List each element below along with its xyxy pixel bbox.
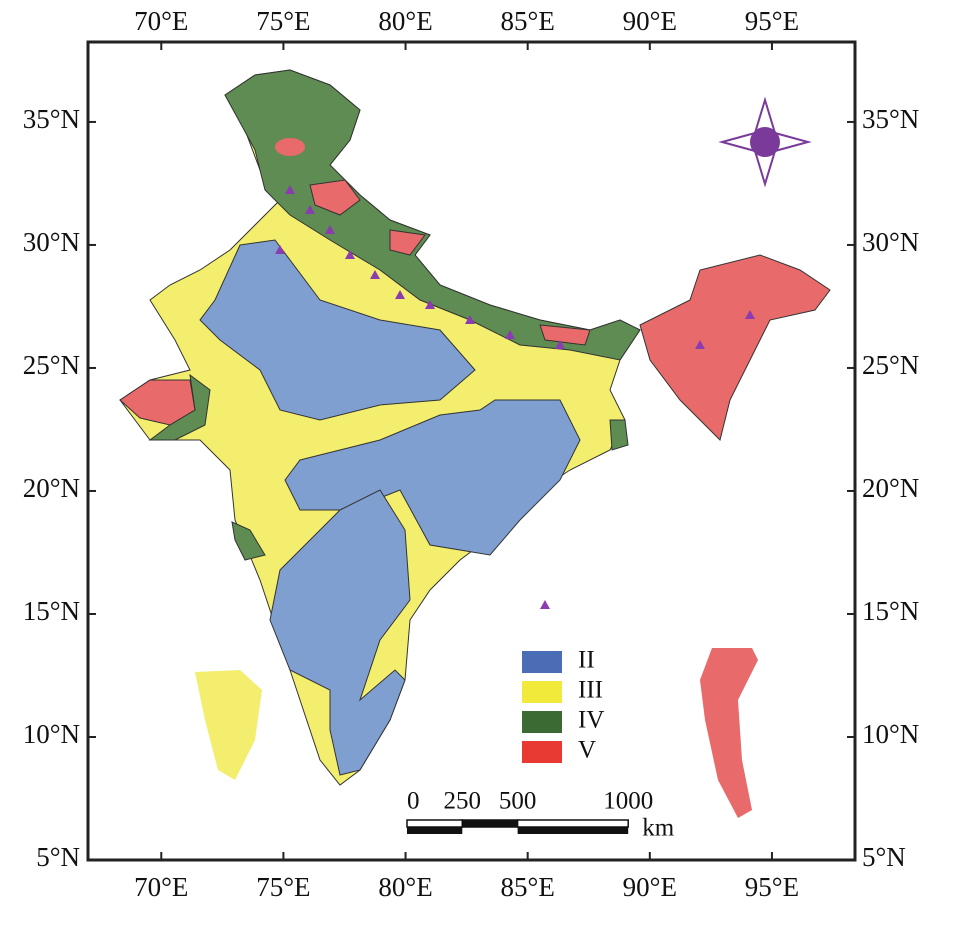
y-tick-label-left: 25°N: [23, 350, 80, 380]
station-marker: [695, 340, 705, 349]
y-tick-label-right: 25°N: [862, 350, 919, 380]
x-tick-label-top: 80°E: [378, 6, 432, 36]
zone-iv-ghats: [231, 521, 266, 561]
scale-unit: km: [642, 815, 675, 842]
y-tick-label-left: 20°N: [23, 473, 80, 503]
scale-label: 250: [444, 788, 482, 815]
y-tick-label-right: 20°N: [862, 473, 919, 503]
x-tick-label-bottom: 70°E: [134, 872, 188, 902]
scale-label: 0: [407, 788, 420, 815]
y-tick-label-left: 10°N: [23, 719, 80, 749]
legend-swatch: [522, 651, 562, 673]
y-tick-label-left: 30°N: [23, 227, 80, 257]
map-regions: [119, 69, 831, 818]
scale-segment-fill: [462, 820, 518, 827]
x-tick-label-top: 75°E: [256, 6, 310, 36]
zone-v-northeast: [639, 254, 831, 441]
y-tick-label-right: 35°N: [862, 104, 919, 134]
legend-swatch: [522, 741, 562, 763]
station-marker: [325, 225, 335, 234]
scale-segment-fill: [407, 827, 463, 834]
stations: [275, 185, 755, 349]
x-tick-label-bottom: 85°E: [501, 872, 555, 902]
y-tick-label-left: 15°N: [23, 596, 80, 626]
compass-center: [750, 127, 780, 157]
station-marker: [370, 270, 380, 279]
scale-label: 500: [499, 788, 537, 815]
zone-iv-bengal: [609, 419, 629, 451]
station-marker: [555, 340, 565, 349]
legend-swatch: [522, 681, 562, 703]
y-tick-label-right: 10°N: [862, 719, 919, 749]
x-tick-label-bottom: 90°E: [623, 872, 677, 902]
x-tick-label-top: 70°E: [134, 6, 188, 36]
y-tick-label-right: 15°N: [862, 596, 919, 626]
station-marker: [505, 330, 515, 339]
scale-label: 1000: [603, 788, 653, 815]
y-tick-label-left: 5°N: [36, 842, 80, 872]
lakshadweep: [195, 670, 262, 780]
zone-iv-gujarat: [148, 373, 211, 441]
zone-ii-central: [199, 239, 476, 421]
y-tick-label-left: 35°N: [23, 104, 80, 134]
scale-segment: [406, 819, 464, 828]
station-marker: [745, 310, 755, 319]
x-tick-label-top: 85°E: [501, 6, 555, 36]
legend-zone-label: IV: [578, 707, 604, 734]
legend-zone-label: III: [578, 677, 603, 704]
legend-station-marker: [540, 600, 550, 609]
x-tick-label-top: 90°E: [623, 6, 677, 36]
station-marker: [395, 290, 405, 299]
y-tick-label-right: 5°N: [862, 842, 906, 872]
x-tick-label-top: 95°E: [745, 6, 799, 36]
y-tick-label-right: 30°N: [862, 227, 919, 257]
x-tick-label-bottom: 80°E: [378, 872, 432, 902]
compass: [718, 96, 812, 188]
station-marker: [345, 250, 355, 259]
andaman-nicobar: [700, 648, 758, 818]
legend-zone-label: II: [578, 647, 595, 674]
zone-v-north: [309, 179, 591, 346]
scale-segment-fill: [517, 827, 629, 834]
station-marker: [465, 315, 475, 324]
zone-ii-south: [269, 489, 411, 776]
station-marker: [305, 205, 315, 214]
x-tick-label-bottom: 95°E: [745, 872, 799, 902]
zone-iv-north: [224, 69, 641, 361]
station-marker: [285, 185, 295, 194]
scale-segment: [516, 819, 629, 828]
legend-swatch: [522, 711, 562, 733]
zone-v-kashmir: [275, 138, 305, 156]
legend-zone-label: V: [578, 737, 596, 764]
x-tick-label-bottom: 75°E: [256, 872, 310, 902]
zone-ii-east: [284, 399, 581, 556]
station-marker: [425, 300, 435, 309]
station-marker: [275, 245, 285, 254]
